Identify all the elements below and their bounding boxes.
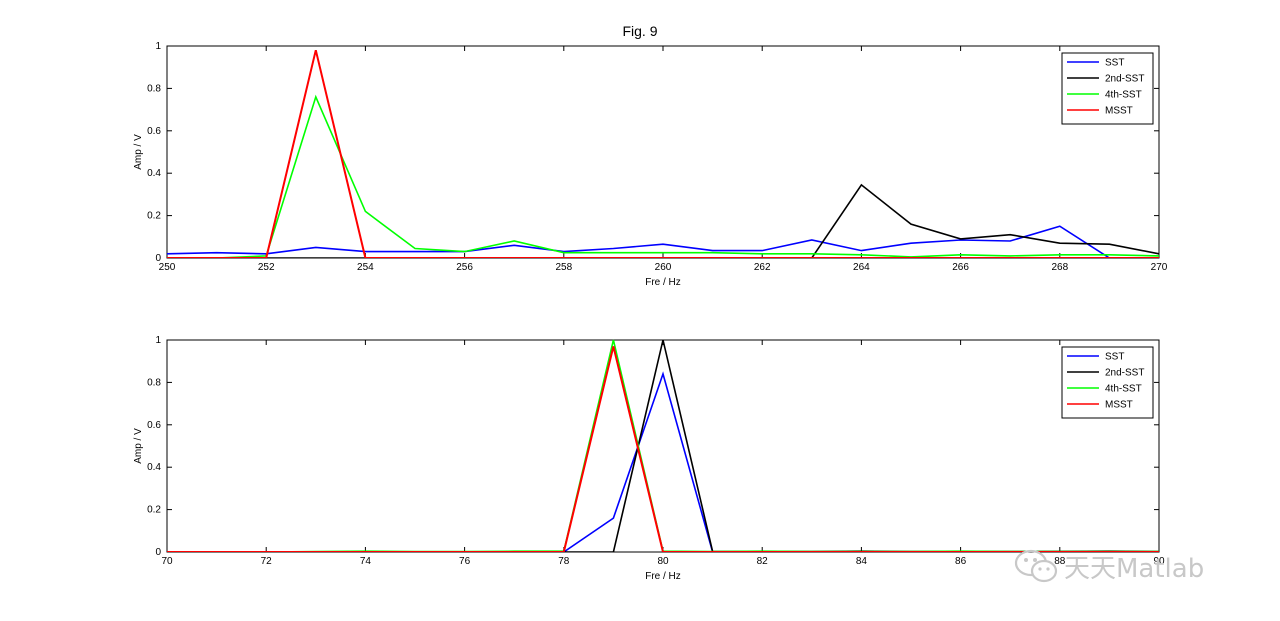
legend-entry: 2nd-SST: [1105, 74, 1144, 85]
legend: SST 2nd-SST 4th-SST MSST: [1061, 346, 1154, 419]
y-axis-label: Amp / V: [133, 428, 144, 464]
y-tick-label: 0.6: [147, 420, 161, 431]
x-tick-label: 260: [655, 262, 672, 273]
series-line-sst: [167, 225, 1110, 258]
x-axis-label: Fre / Hz: [645, 277, 681, 288]
y-tick-label: 0: [155, 547, 161, 558]
x-tick-label: 270: [1151, 262, 1168, 273]
y-axis-label: Amp / V: [133, 134, 144, 170]
series-line-msst: [167, 49, 1159, 258]
series-line-2nd-sst: [167, 183, 1159, 258]
x-tick-label: 72: [261, 556, 273, 567]
x-tick-label: 76: [459, 556, 471, 567]
x-tick-label: 266: [952, 262, 969, 273]
x-tick-label: 74: [360, 556, 372, 567]
legend-box: [1061, 346, 1154, 419]
legend-entry: 2nd-SST: [1105, 368, 1144, 379]
watermark-text: 天天Matlab: [1064, 553, 1205, 584]
y-tick-label: 0.4: [147, 462, 161, 473]
legend-entry: 4th-SST: [1105, 384, 1142, 395]
y-tick-label: 0.8: [147, 377, 161, 388]
figure-title: Fig. 9: [622, 23, 657, 39]
x-tick-label: 258: [555, 262, 572, 273]
legend-entry: 4th-SST: [1105, 90, 1142, 101]
y-tick-label: 0.8: [147, 83, 161, 94]
y-tick-label: 1: [155, 41, 161, 52]
x-tick-label: 78: [558, 556, 570, 567]
series-line-sst: [167, 371, 1159, 552]
legend-entry: MSST: [1105, 400, 1133, 411]
top-subplot: 250 252 254 256 258 260 262 264 266 268 270 0 0.2 0.4…: [133, 41, 1168, 288]
wechat-icon: [1014, 548, 1058, 584]
x-tick-label: 250: [159, 262, 176, 273]
y-tick-label: 0.2: [147, 505, 161, 516]
x-tick-label: 86: [955, 556, 967, 567]
legend-entry: SST: [1105, 58, 1124, 69]
axes-frame: [166, 45, 1160, 259]
x-tick-label: 256: [456, 262, 473, 273]
y-tick-label: 0.6: [147, 126, 161, 137]
legend-entry: SST: [1105, 352, 1124, 363]
x-tick-label: 264: [853, 262, 870, 273]
watermark: 天天Matlab: [1014, 548, 1204, 584]
y-tick-label: 0: [155, 253, 161, 264]
bottom-subplot: 70 72 74 76 78 80 82 84 86 88 90 0 0.2 0.4 0.6 0.8 1 Fre …: [133, 335, 1165, 582]
x-tick-label: 252: [258, 262, 275, 273]
x-tick-label: 70: [161, 556, 173, 567]
x-tick-label: 88: [1054, 556, 1066, 567]
x-tick-label: 262: [754, 262, 771, 273]
legend: SST 2nd-SST 4th-SST MSST: [1061, 52, 1154, 125]
x-tick-label: 82: [757, 556, 769, 567]
x-tick-label: 80: [657, 556, 669, 567]
x-axis-label: Fre / Hz: [645, 571, 681, 582]
y-tick-label: 0.2: [147, 211, 161, 222]
x-tick-label: 254: [357, 262, 374, 273]
legend-box: [1061, 52, 1154, 125]
x-tick-label: 90: [1153, 556, 1165, 567]
x-tick-label: 268: [1051, 262, 1068, 273]
legend-entry: MSST: [1105, 106, 1133, 117]
y-tick-label: 0.4: [147, 168, 161, 179]
series-line-4th-sst: [167, 94, 1159, 258]
y-tick-label: 1: [155, 335, 161, 346]
x-tick-label: 84: [856, 556, 868, 567]
